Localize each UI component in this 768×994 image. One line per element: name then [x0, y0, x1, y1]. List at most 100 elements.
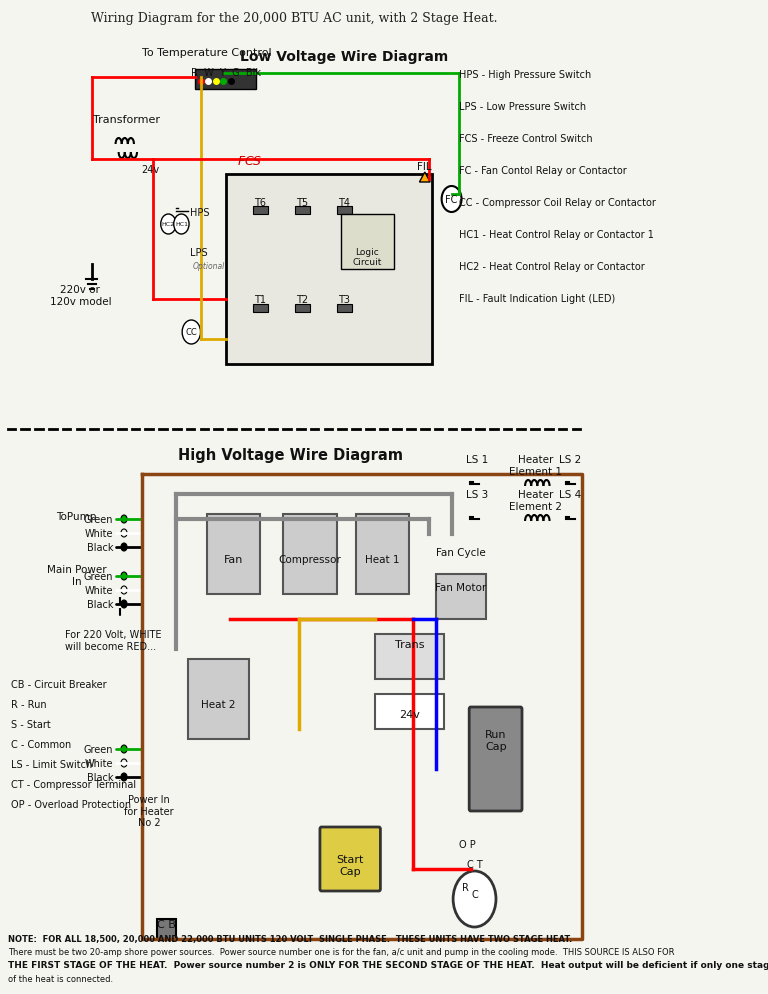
Text: ToPump: ToPump: [56, 512, 97, 522]
Text: T5: T5: [296, 198, 309, 208]
Text: HC1: HC1: [175, 223, 188, 228]
Text: C: C: [472, 889, 478, 900]
Text: of the heat is connected.: of the heat is connected.: [8, 974, 113, 983]
Text: S - Start: S - Start: [12, 720, 51, 730]
Text: Heat 1: Heat 1: [366, 555, 400, 565]
FancyBboxPatch shape: [320, 827, 380, 891]
Bar: [207, 515, 260, 594]
Bar: [340, 215, 394, 269]
Bar: [195, 70, 257, 89]
Text: T3: T3: [339, 294, 350, 305]
Text: Heater
Element 1: Heater Element 1: [509, 454, 562, 476]
Text: Fan: Fan: [223, 555, 243, 565]
Circle shape: [161, 215, 176, 235]
Text: HC1 - Heat Control Relay or Contactor 1: HC1 - Heat Control Relay or Contactor 1: [459, 230, 654, 240]
Bar: [356, 515, 409, 594]
Text: T4: T4: [339, 198, 350, 208]
Text: LS 1: LS 1: [465, 454, 488, 464]
Text: Power In
for Heater
No 2: Power In for Heater No 2: [124, 794, 174, 827]
Text: Transformer: Transformer: [93, 115, 160, 125]
Text: NOTE:  FOR ALL 18,500, 20,000 AND 22,000 BTU UNITS 120 VOLT  SINGLE PHASE.  THES: NOTE: FOR ALL 18,500, 20,000 AND 22,000 …: [8, 934, 572, 943]
Text: CC: CC: [186, 328, 197, 337]
Circle shape: [174, 215, 189, 235]
Text: LPS - Low Pressure Switch: LPS - Low Pressure Switch: [459, 102, 586, 112]
Text: O P: O P: [458, 839, 475, 849]
Bar: [295, 207, 310, 215]
Text: Low Voltage Wire Diagram: Low Voltage Wire Diagram: [240, 50, 449, 64]
Polygon shape: [419, 173, 430, 183]
Text: 220v or
120v model: 220v or 120v model: [50, 284, 111, 306]
Text: CC - Compressor Coil Relay or Contactor: CC - Compressor Coil Relay or Contactor: [459, 198, 656, 208]
Text: FIL: FIL: [418, 162, 432, 172]
Bar: [283, 515, 337, 594]
Text: Green: Green: [84, 572, 113, 581]
Bar: [375, 694, 444, 730]
Text: Black: Black: [87, 543, 113, 553]
Text: Start
Cap: Start Cap: [336, 854, 363, 876]
Circle shape: [453, 871, 496, 927]
Bar: [337, 207, 352, 215]
Text: HPS - High Pressure Switch: HPS - High Pressure Switch: [459, 70, 591, 80]
Text: High Voltage Wire Diagram: High Voltage Wire Diagram: [178, 447, 403, 462]
Text: HC2 - Heat Control Relay or Contactor: HC2 - Heat Control Relay or Contactor: [459, 261, 645, 271]
Text: Black: Black: [87, 599, 113, 609]
Text: T2: T2: [296, 294, 309, 305]
Text: White: White: [84, 585, 113, 595]
Text: FC: FC: [445, 195, 458, 205]
Circle shape: [121, 586, 127, 594]
Text: Optional: Optional: [193, 261, 225, 270]
Text: HC2: HC2: [162, 223, 175, 228]
Text: LS 3: LS 3: [465, 489, 488, 500]
Circle shape: [442, 187, 462, 213]
Bar: [253, 207, 268, 215]
Circle shape: [121, 530, 127, 538]
Text: T6: T6: [254, 198, 266, 208]
Text: CT - Compressor Terminal: CT - Compressor Terminal: [12, 779, 137, 789]
Text: Fan Motor: Fan Motor: [435, 582, 486, 592]
Text: Wiring Diagram for the 20,000 BTU AC unit, with 2 Stage Heat.: Wiring Diagram for the 20,000 BTU AC uni…: [91, 12, 497, 25]
Text: For 220 Volt, WHITE
will become RED...: For 220 Volt, WHITE will become RED...: [65, 629, 161, 651]
Text: Black: Black: [87, 772, 113, 782]
Text: There must be two 20-amp shore power sources.  Power source number one is for th: There must be two 20-amp shore power sou…: [8, 947, 674, 956]
Text: Green: Green: [84, 515, 113, 525]
Text: $\mathit{FCS}$: $\mathit{FCS}$: [237, 155, 263, 168]
Text: Run
Cap: Run Cap: [485, 730, 507, 750]
Circle shape: [182, 321, 200, 345]
Text: Logic
Circuit: Logic Circuit: [353, 248, 382, 267]
Bar: [157, 919, 176, 939]
Bar: [337, 305, 352, 313]
Text: White: White: [84, 529, 113, 539]
Text: HPS: HPS: [190, 208, 210, 218]
Circle shape: [121, 773, 127, 781]
Text: FC - Fan Contol Relay or Contactor: FC - Fan Contol Relay or Contactor: [459, 166, 627, 176]
Circle shape: [121, 573, 127, 580]
Text: Heat 2: Heat 2: [201, 700, 235, 710]
Text: OP - Overload Protection: OP - Overload Protection: [12, 799, 131, 809]
Text: Trans: Trans: [395, 639, 424, 649]
Bar: [253, 305, 268, 313]
Bar: [436, 575, 486, 619]
FancyBboxPatch shape: [469, 708, 522, 811]
Text: Main Power
In: Main Power In: [47, 565, 106, 586]
Text: R  W  Y  G  Blk: R W Y G Blk: [190, 68, 261, 78]
Text: T1: T1: [254, 294, 266, 305]
Circle shape: [121, 759, 127, 767]
Text: To Temperature Control: To Temperature Control: [142, 48, 271, 58]
Text: LS - Limit Switch: LS - Limit Switch: [12, 759, 93, 769]
Text: LPS: LPS: [190, 248, 207, 257]
Circle shape: [121, 746, 127, 753]
Text: Fan Cycle: Fan Cycle: [436, 548, 485, 558]
Text: 24v: 24v: [399, 710, 420, 720]
Text: R: R: [462, 882, 468, 892]
Text: C - Common: C - Common: [12, 740, 71, 749]
Bar: [295, 305, 310, 313]
Text: LS 2: LS 2: [559, 454, 581, 464]
Text: Heater
Element 2: Heater Element 2: [509, 489, 562, 511]
Circle shape: [121, 544, 127, 552]
Text: THE FIRST STAGE OF THE HEAT.  Power source number 2 is ONLY FOR THE SECOND STAGE: THE FIRST STAGE OF THE HEAT. Power sourc…: [8, 960, 768, 969]
Bar: [375, 634, 444, 679]
Text: FCS - Freeze Control Switch: FCS - Freeze Control Switch: [459, 134, 593, 144]
Text: White: White: [84, 758, 113, 768]
Text: CB - Circuit Breaker: CB - Circuit Breaker: [12, 679, 107, 689]
Circle shape: [121, 516, 127, 524]
